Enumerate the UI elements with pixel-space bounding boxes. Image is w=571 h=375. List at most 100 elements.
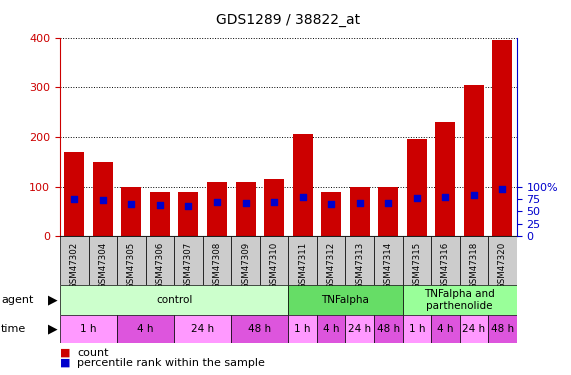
Bar (492, 40, 513, 236)
Bar (174, 315, 231, 343)
Bar (349, 187, 370, 236)
Bar (431, 236, 460, 285)
Point (469, 192, 478, 198)
Bar (431, 315, 460, 343)
Text: GSM47313: GSM47313 (355, 242, 364, 290)
Point (441, 194, 450, 200)
Text: ▶: ▶ (47, 294, 57, 306)
Bar (345, 236, 374, 285)
Bar (288, 285, 403, 315)
Text: 1 h: 1 h (81, 324, 96, 334)
Bar (260, 236, 288, 285)
Text: 1 h: 1 h (295, 324, 311, 334)
Bar (122, 187, 142, 236)
Bar (117, 236, 146, 285)
Point (270, 200, 279, 206)
Text: GSM47305: GSM47305 (127, 242, 136, 290)
Text: GSM47304: GSM47304 (98, 242, 107, 290)
Text: 48 h: 48 h (377, 324, 400, 334)
Text: 24 h: 24 h (463, 324, 485, 334)
Text: GSM47318: GSM47318 (469, 242, 478, 290)
Bar (317, 315, 345, 343)
Bar (379, 187, 399, 236)
Text: GSM47308: GSM47308 (212, 242, 222, 290)
Text: GSM47306: GSM47306 (155, 242, 164, 290)
Text: 4 h: 4 h (437, 324, 453, 334)
Text: ▶: ▶ (47, 322, 57, 336)
Text: 24 h: 24 h (348, 324, 371, 334)
Point (298, 194, 307, 200)
Bar (460, 236, 488, 285)
Bar (178, 192, 199, 236)
Text: GSM47314: GSM47314 (384, 242, 393, 290)
Text: control: control (156, 295, 192, 305)
Point (355, 201, 364, 207)
Text: GSM47310: GSM47310 (270, 242, 279, 290)
Text: 4 h: 4 h (323, 324, 339, 334)
Bar (174, 236, 203, 285)
Text: ■: ■ (60, 358, 70, 368)
Text: GSM47307: GSM47307 (184, 242, 193, 290)
Bar (60, 315, 117, 343)
Bar (117, 315, 174, 343)
Bar (93, 162, 113, 236)
Point (155, 202, 164, 208)
Bar (288, 236, 317, 285)
Bar (207, 182, 227, 236)
Bar (403, 285, 517, 315)
Bar (345, 315, 374, 343)
Bar (460, 315, 488, 343)
Text: TNFalpha: TNFalpha (321, 295, 369, 305)
Text: ■: ■ (60, 348, 70, 357)
Bar (146, 236, 174, 285)
Bar (231, 236, 260, 285)
Bar (464, 85, 484, 236)
Text: percentile rank within the sample: percentile rank within the sample (77, 358, 265, 368)
Point (327, 201, 336, 207)
Text: GSM47320: GSM47320 (498, 242, 507, 290)
Text: 48 h: 48 h (491, 324, 514, 334)
Bar (407, 140, 427, 236)
Bar (403, 315, 431, 343)
Text: GSM47309: GSM47309 (241, 242, 250, 289)
Text: 1 h: 1 h (409, 324, 425, 334)
Point (498, 186, 507, 192)
Bar (317, 236, 345, 285)
Bar (321, 192, 341, 236)
Bar (288, 315, 317, 343)
Text: 24 h: 24 h (191, 324, 214, 334)
Bar (488, 236, 517, 285)
Point (184, 203, 193, 209)
Bar (403, 236, 431, 285)
Text: GSM47312: GSM47312 (327, 242, 336, 290)
Bar (374, 236, 403, 285)
Text: 4 h: 4 h (138, 324, 154, 334)
Point (241, 201, 250, 207)
Bar (236, 182, 256, 236)
Point (70, 196, 79, 202)
Point (98, 198, 107, 204)
Text: time: time (1, 324, 26, 334)
Bar (264, 179, 284, 236)
Text: GSM47316: GSM47316 (441, 242, 450, 290)
Text: GSM47311: GSM47311 (298, 242, 307, 290)
Text: agent: agent (1, 295, 34, 305)
Text: TNFalpha and
parthenolide: TNFalpha and parthenolide (424, 289, 495, 311)
Bar (65, 152, 85, 236)
Point (212, 200, 222, 206)
Bar (436, 122, 456, 236)
Text: GSM47302: GSM47302 (70, 242, 79, 290)
Bar (488, 315, 517, 343)
Bar (89, 236, 117, 285)
Bar (203, 236, 231, 285)
Bar (231, 315, 288, 343)
Text: GDS1289 / 38822_at: GDS1289 / 38822_at (216, 13, 360, 27)
Text: count: count (77, 348, 108, 357)
Bar (150, 192, 170, 236)
Bar (60, 285, 288, 315)
Bar (374, 315, 403, 343)
Text: GSM47315: GSM47315 (412, 242, 421, 290)
Point (127, 201, 136, 207)
Point (412, 195, 421, 201)
Point (384, 201, 393, 207)
